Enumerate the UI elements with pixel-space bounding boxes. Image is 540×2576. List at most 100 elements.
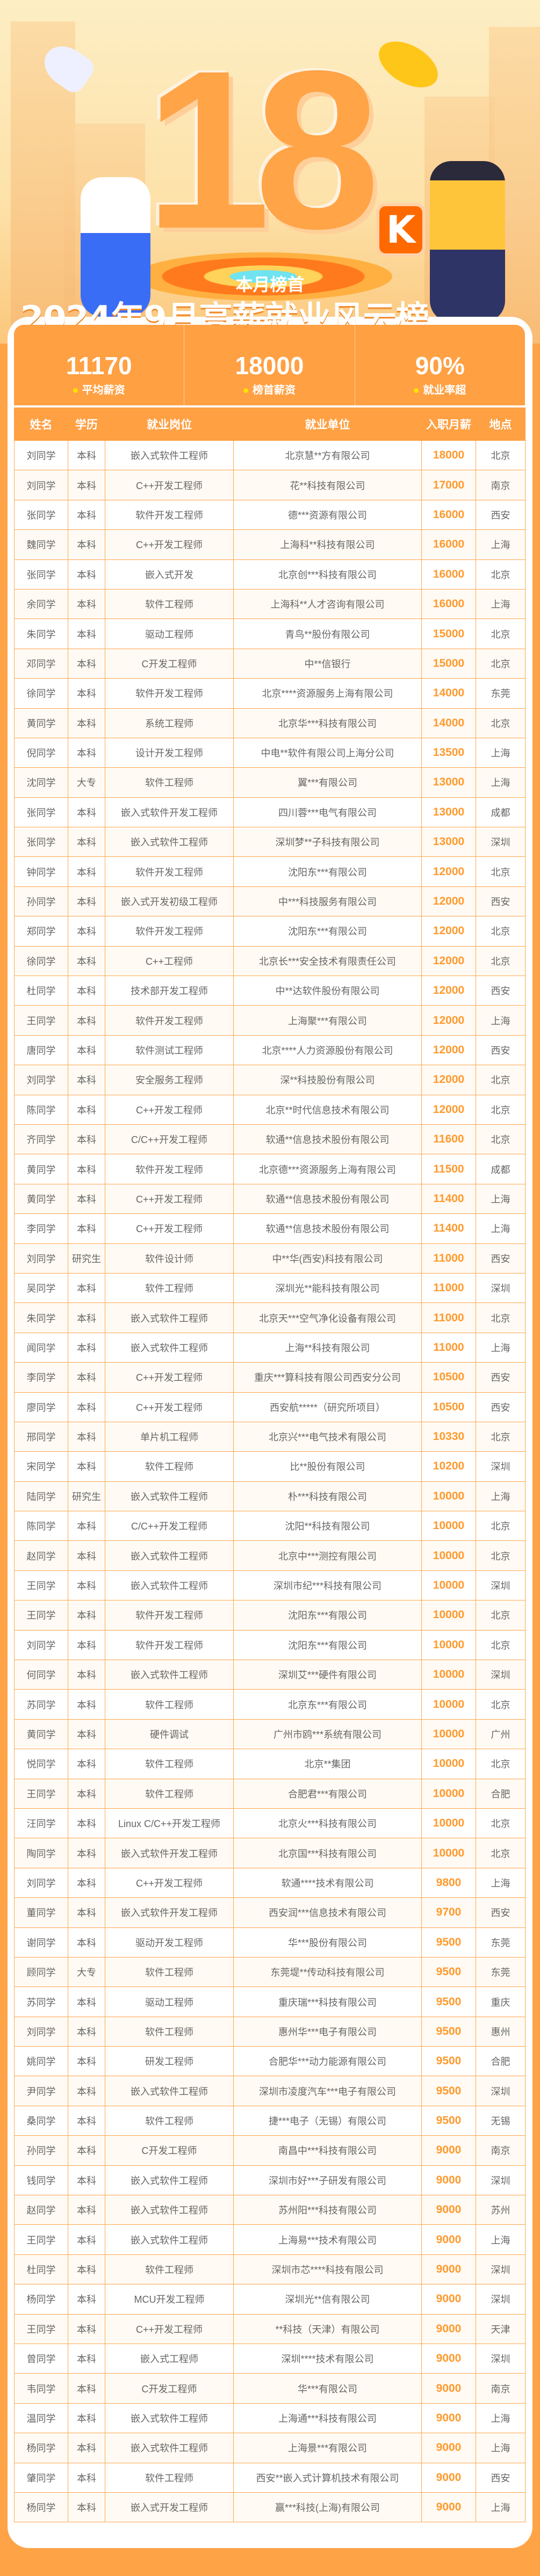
cell-name: 刘同学: [14, 1065, 68, 1095]
cell-employer: 广州市鸥***系统有限公司: [233, 1719, 422, 1750]
cell-education: 本科: [68, 470, 105, 500]
cell-location: 北京: [476, 916, 525, 947]
cell-position: 软件工程师: [105, 767, 234, 798]
cell-salary: 12000: [421, 945, 476, 977]
table-row: 陈同学 本科 C++开发工程师 北京**时代信息技术有限公司 12000 北京: [14, 1094, 525, 1125]
cell-employer: 比**股份有限公司: [233, 1451, 422, 1482]
cell-salary: 10500: [421, 1362, 476, 1393]
cell-salary: 14000: [421, 708, 476, 738]
cell-location: 北京: [476, 945, 525, 977]
cell-name: 宋同学: [14, 1451, 68, 1482]
woman-illustration: [81, 177, 150, 317]
cell-education: 本科: [68, 1511, 105, 1541]
stat-top-salary: 18000 榜首薪资: [184, 325, 355, 405]
cell-name: 刘同学: [14, 1243, 68, 1274]
cell-location: 北京: [476, 1838, 525, 1868]
cell-name: 苏同学: [14, 1986, 68, 2017]
cell-employer: 苏州阳***科技有限公司: [233, 2195, 422, 2225]
table-row: 温同学 本科 嵌入式软件工程师 上海通***科技有限公司 9000 上海: [14, 2403, 525, 2434]
cell-name: 黄同学: [14, 1183, 68, 1214]
cell-position: 系统工程师: [105, 708, 234, 738]
cell-location: 东莞: [476, 678, 525, 709]
cell-location: 上海: [476, 737, 525, 768]
cell-location: 西安: [476, 1243, 525, 1274]
table-row: 闻同学 本科 嵌入式软件工程师 上海**科技有限公司 11000 上海: [14, 1332, 525, 1363]
table-row: 徐同学 本科 C++工程师 北京长***安全技术有限责任公司 12000 北京: [14, 945, 525, 977]
cell-location: 北京: [476, 1511, 525, 1541]
cell-education: 本科: [68, 1183, 105, 1214]
cell-education: 本科: [68, 1778, 105, 1809]
cell-position: C开发工程师: [105, 648, 234, 679]
cell-location: 上海: [476, 1332, 525, 1363]
cell-position: C开发工程师: [105, 2373, 234, 2404]
table-row: 赵同学 本科 嵌入式软件工程师 苏州阳***科技有限公司 9000 苏州: [14, 2195, 525, 2225]
cell-location: 深圳: [476, 1451, 525, 1482]
cell-employer: 上海易***技术有限公司: [233, 2224, 422, 2255]
cell-position: 嵌入式软件开发工程师: [105, 797, 234, 828]
stat-label: 榜首薪资: [184, 383, 354, 397]
cell-salary: 9500: [421, 2016, 476, 2047]
table-row: 陈同学 本科 C/C++开发工程师 沈阳**科技有限公司 10000 北京: [14, 1511, 525, 1541]
cell-name: 朱同学: [14, 618, 68, 649]
cell-position: 嵌入式软件工程师: [105, 1302, 234, 1333]
cell-education: 本科: [68, 1124, 105, 1155]
cell-name: 钱同学: [14, 2165, 68, 2196]
cell-position: 软件开发工程师: [105, 916, 234, 947]
cell-employer: 软通**信息技术股份有限公司: [233, 1183, 422, 1214]
cell-name: 徐同学: [14, 678, 68, 709]
cell-employer: 中**达软件股份有限公司: [233, 976, 422, 1006]
cell-name: 倪同学: [14, 737, 68, 768]
table-row: 何同学 本科 嵌入式软件工程师 深圳艾***硬件有限公司 10000 深圳: [14, 1660, 525, 1690]
cell-employer: 沈阳东***有限公司: [233, 856, 422, 887]
cell-salary: 9500: [421, 2105, 476, 2136]
table-row: 顾同学 大专 软件工程师 东莞堤**传动科技有限公司 9500 东莞: [14, 1956, 525, 1988]
cell-name: 唐同学: [14, 1035, 68, 1066]
cell-salary: 13000: [421, 767, 476, 798]
cell-name: 王同学: [14, 2224, 68, 2255]
cell-salary: 9000: [421, 2135, 476, 2166]
cell-name: 王同学: [14, 1005, 68, 1036]
cell-education: 本科: [68, 1600, 105, 1631]
cell-employer: 惠州华***电子有限公司: [233, 2016, 422, 2047]
cell-education: 本科: [68, 1272, 105, 1304]
cell-location: 上海: [476, 1213, 525, 1244]
cell-position: Linux C/C++开发工程师: [105, 1808, 234, 1839]
cell-salary: 10330: [421, 1421, 476, 1452]
cell-location: 北京: [476, 1302, 525, 1333]
cell-employer: 中电**软件有限公司上海分公司: [233, 737, 422, 768]
cell-education: 本科: [68, 2135, 105, 2166]
cell-employer: 北京国***科技有限公司: [233, 1838, 422, 1868]
cell-education: 本科: [68, 2433, 105, 2463]
table-row: 姚同学 本科 研发工程师 合肥华***动力能源有限公司 9500 合肥: [14, 2046, 525, 2077]
cell-name: 余同学: [14, 588, 68, 620]
cell-salary: 10000: [421, 1481, 476, 1512]
cell-position: 嵌入式软件工程师: [105, 1332, 234, 1363]
cell-location: 北京: [476, 1749, 525, 1779]
cell-employer: 德***资源有限公司: [233, 499, 422, 530]
cell-location: 北京: [476, 440, 525, 471]
cell-employer: 重庆***算科技有限公司西安分公司: [233, 1362, 422, 1393]
cell-location: 合肥: [476, 1778, 525, 1809]
table-row: 王同学 本科 C++开发工程师 **科技（天津）有限公司 9000 天津: [14, 2313, 525, 2345]
header-employer: 就业单位: [233, 407, 422, 441]
cell-education: 本科: [68, 2254, 105, 2285]
cell-education: 本科: [68, 1986, 105, 2017]
cell-salary: 12000: [421, 856, 476, 887]
cell-education: 本科: [68, 708, 105, 738]
cell-education: 大专: [68, 767, 105, 798]
cell-employer: 上海通***科技有限公司: [233, 2403, 422, 2434]
cell-salary: 15000: [421, 618, 476, 649]
cell-employer: **科技（天津）有限公司: [233, 2313, 422, 2345]
table-row: 刘同学 本科 C++开发工程师 软通****技术有限公司 9800 上海: [14, 1867, 525, 1898]
stat-value: 11170: [66, 352, 132, 380]
cell-employer: 上海**科技有限公司: [233, 1332, 422, 1363]
cell-salary: 16000: [421, 529, 476, 560]
cell-position: 嵌入式开发工程师: [105, 2492, 234, 2523]
man-illustration: [430, 161, 505, 322]
table-row: 倪同学 本科 设计开发工程师 中电**软件有限公司上海分公司 13500 上海: [14, 737, 525, 768]
stat-value: 90%: [415, 352, 465, 380]
cell-employer: 深圳市凌度汽车***电子有限公司: [233, 2076, 422, 2106]
cell-education: 本科: [68, 1927, 105, 1958]
table-row: 苏同学 本科 软件工程师 北京东***有限公司 10000 北京: [14, 1689, 525, 1720]
cell-salary: 10200: [421, 1451, 476, 1482]
